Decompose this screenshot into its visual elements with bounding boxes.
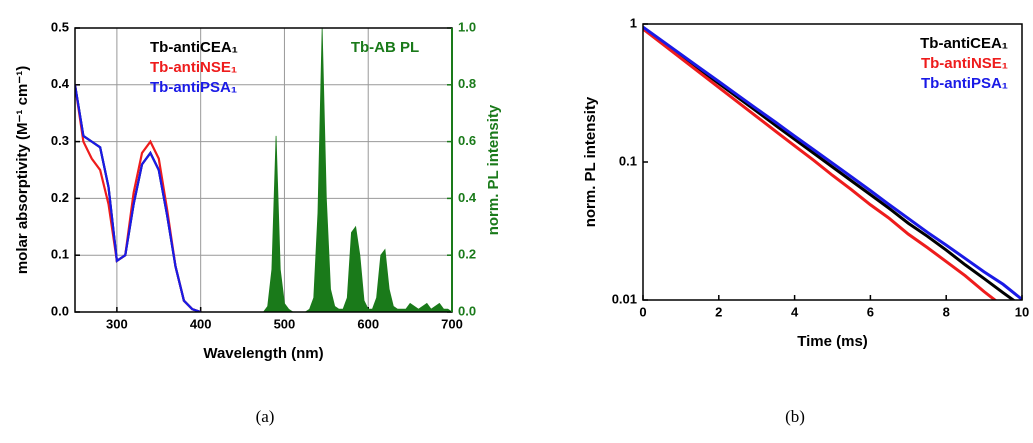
y2-tick-label: 0.2 [458,247,476,262]
y-tick-label: 0.1 [619,153,637,168]
x-tick-label: 2 [715,304,722,319]
y-axis-title: molar absorptivity (M⁻¹ cm⁻¹) [14,66,31,274]
series-line [643,27,998,300]
y-tick-label: 0.01 [612,291,637,306]
x-tick-label: 8 [943,304,950,319]
x-tick-label: 600 [357,316,379,331]
legend-entry: Tb-antiPSA₁ [150,79,237,96]
y-tick-label: 0.0 [51,303,69,318]
legend-entry: Tb-antiPSA₁ [921,75,1008,92]
plot-frame [74,27,453,313]
legend-entry: Tb-antiNSE₁ [921,55,1008,72]
x-tick-label: 500 [274,316,296,331]
y-tick-label: 1 [630,15,637,30]
y2-tick-label: 0.4 [458,190,477,205]
y-tick-label: 0.3 [51,133,69,148]
y2-axis-title: norm. PL intensity [485,104,502,235]
x-axis-title: Time (ms) [797,333,868,350]
legend-entry: Tb-antiCEA₁ [150,39,238,56]
x-tick-label: 0 [639,304,646,319]
x-tick-label: 10 [1015,304,1029,319]
plot-frame [642,23,1023,301]
legend-entry: Tb-antiNSE₁ [150,59,237,76]
y-axis-title: norm. PL intensity [582,96,599,227]
x-tick-label: 300 [106,316,128,331]
pl-label: Tb-AB PL [351,39,419,56]
y2-tick-label: 0.8 [458,76,476,91]
y2-tick-label: 0.6 [458,133,476,148]
x-tick-label: 6 [867,304,874,319]
panel-caption: (b) [785,407,805,426]
y-tick-label: 0.1 [51,247,69,262]
series-line [75,84,202,312]
y-tick-label: 0.5 [51,19,69,34]
legend-entry: Tb-antiCEA₁ [920,35,1008,52]
panel-caption: (a) [256,407,275,426]
x-axis-title: Wavelength (nm) [203,345,323,362]
series-line [643,25,1022,300]
y-tick-label: 0.4 [51,76,70,91]
y2-tick-label: 1.0 [458,19,476,34]
y-tick-label: 0.2 [51,190,69,205]
x-tick-label: 400 [190,316,212,331]
x-tick-label: 4 [791,304,799,319]
pl-area [242,28,452,312]
x-tick-label: 700 [441,316,463,331]
y2-tick-label: 0.0 [458,303,476,318]
